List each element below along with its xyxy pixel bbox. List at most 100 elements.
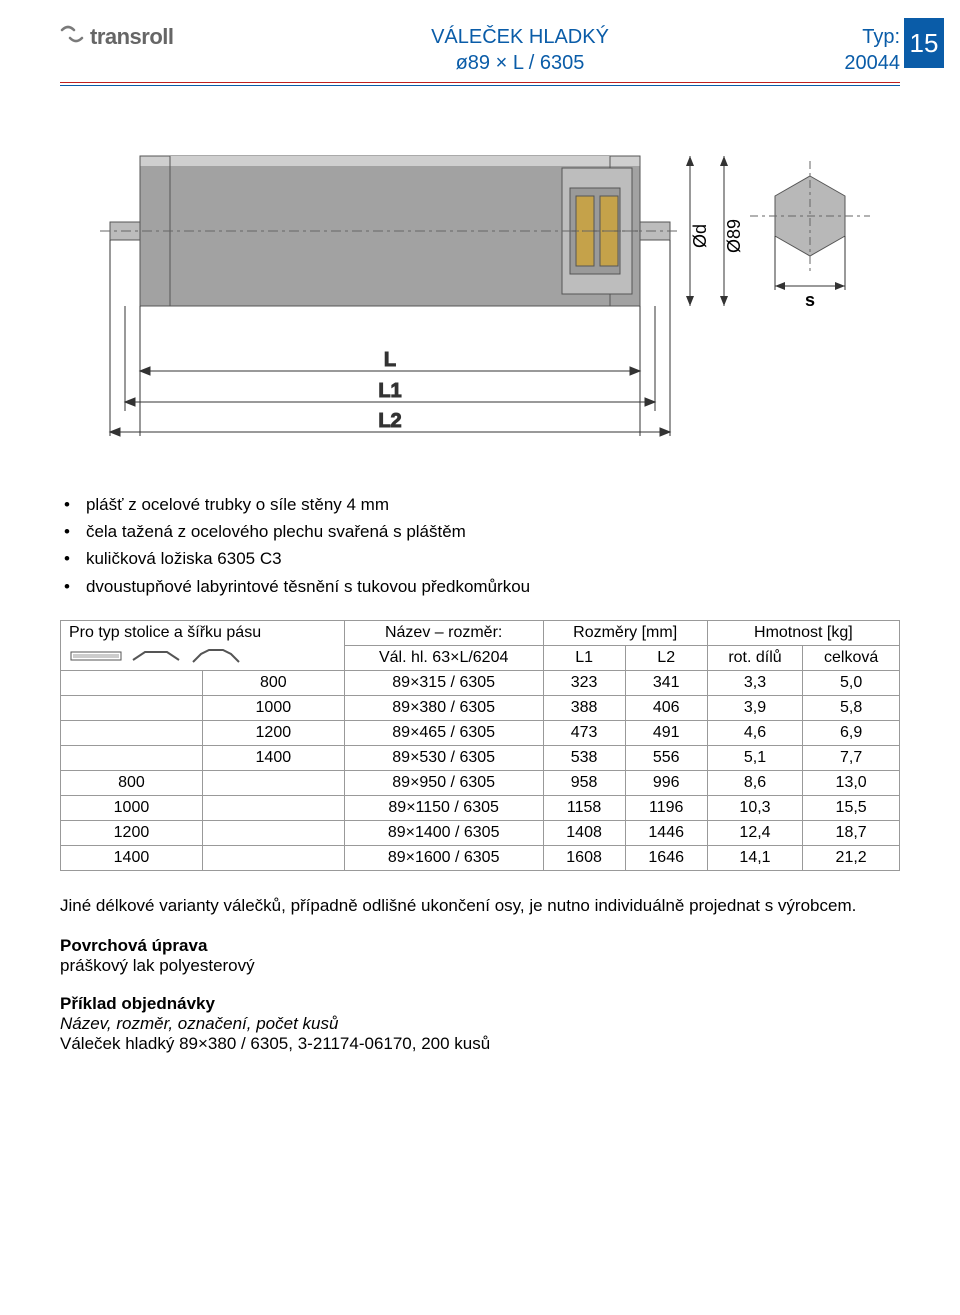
bullet-item: dvoustupňové labyrintové těsnění s tukov…	[64, 573, 900, 600]
typ-value: 20044	[780, 50, 900, 76]
table-cell: 7,7	[803, 745, 900, 770]
table-cell: 8,6	[707, 770, 802, 795]
table-cell	[61, 695, 203, 720]
table-cell	[61, 720, 203, 745]
table-cell: 13,0	[803, 770, 900, 795]
typ-label: Typ:	[780, 24, 900, 50]
table-cell: 15,5	[803, 795, 900, 820]
table-cell: 1408	[543, 820, 625, 845]
surface-body: práškový lak polyesterový	[60, 956, 900, 976]
divider-red	[60, 82, 900, 83]
table-cell: 89×950 / 6305	[344, 770, 543, 795]
table-cell: 89×380 / 6305	[344, 695, 543, 720]
order-italic: Název, rozměr, označení, počet kusů	[60, 1014, 900, 1034]
dim-L2-label: L2	[378, 410, 401, 432]
logo: transroll	[60, 24, 260, 50]
table-row: 1200 89×1400 / 63051408144612,418,7	[61, 820, 900, 845]
table-cell: 89×1150 / 6305	[344, 795, 543, 820]
table-cell: 3,3	[707, 670, 802, 695]
table-cell	[202, 845, 344, 870]
dim-L-label: L	[384, 349, 396, 371]
table-cell: 89×1600 / 6305	[344, 845, 543, 870]
th-l2: L2	[625, 645, 707, 670]
table-cell: 3,9	[707, 695, 802, 720]
table-cell: 556	[625, 745, 707, 770]
table-cell: 1200	[61, 820, 203, 845]
divider-blue	[60, 85, 900, 86]
table-cell: 800	[202, 670, 344, 695]
table-cell: 491	[625, 720, 707, 745]
page: transroll VÁLEČEK HLADKÝ ø89 × L / 6305 …	[0, 0, 960, 1112]
table-cell: 4,6	[707, 720, 802, 745]
bullet-item: plášť z ocelové trubky o síle stěny 4 mm	[64, 491, 900, 518]
table-row: 100089×380 / 63053884063,95,8	[61, 695, 900, 720]
surface-title: Povrchová úprava	[60, 936, 900, 956]
table-cell: 406	[625, 695, 707, 720]
bullet-item: čela tažená z ocelového plechu svařená s…	[64, 518, 900, 545]
table-cell: 89×530 / 6305	[344, 745, 543, 770]
order-example: Váleček hladký 89×380 / 6305, 3-21174-06…	[60, 1034, 900, 1054]
table-cell	[202, 795, 344, 820]
table-cell: 1200	[202, 720, 344, 745]
bullet-item: kuličková ložiska 6305 C3	[64, 545, 900, 572]
table-cell: 6,9	[803, 720, 900, 745]
table-cell: 5,1	[707, 745, 802, 770]
th-mass: Hmotnost [kg]	[707, 620, 899, 645]
table-cell	[61, 745, 203, 770]
table-cell: 12,4	[707, 820, 802, 845]
table-cell: 5,0	[803, 670, 900, 695]
th-dims: Rozměry [mm]	[543, 620, 707, 645]
table-row: 80089×950 / 63059589968,613,0	[61, 770, 900, 795]
header: transroll VÁLEČEK HLADKÝ ø89 × L / 6305 …	[60, 24, 900, 82]
table-cell: 1196	[625, 795, 707, 820]
th-stolice-text: Pro typ stolice a šířku pásu	[69, 624, 336, 642]
table-row: 140089×530 / 63055385565,17,7	[61, 745, 900, 770]
table-cell	[61, 670, 203, 695]
note-text: Jiné délkové varianty válečků, případně …	[60, 893, 900, 919]
title-block: VÁLEČEK HLADKÝ ø89 × L / 6305	[260, 24, 780, 76]
order-title: Příklad objednávky	[60, 994, 900, 1014]
table-cell: 800	[61, 770, 203, 795]
table-cell: 1608	[543, 845, 625, 870]
table-cell: 1000	[61, 795, 203, 820]
table-cell	[202, 820, 344, 845]
table-cell: 473	[543, 720, 625, 745]
logo-icon	[60, 24, 84, 50]
table-cell: 18,7	[803, 820, 900, 845]
belt-icons	[69, 646, 336, 664]
table-cell	[202, 770, 344, 795]
table-cell: 538	[543, 745, 625, 770]
dim-s-label: s	[805, 290, 815, 310]
table-row: 120089×465 / 63054734914,66,9	[61, 720, 900, 745]
th-stolice: Pro typ stolice a šířku pásu	[61, 620, 345, 670]
dim-d-label: Ød	[690, 224, 710, 248]
table-row: 140089×1600 / 63051608164614,121,2	[61, 845, 900, 870]
table-cell: 1400	[61, 845, 203, 870]
dim-L1-label: L1	[378, 380, 401, 402]
table-cell: 5,8	[803, 695, 900, 720]
data-table: Pro typ stolice a šířku pásu Název – roz…	[60, 620, 900, 871]
table-cell: 996	[625, 770, 707, 795]
table-cell: 21,2	[803, 845, 900, 870]
title-line1: VÁLEČEK HLADKÝ	[260, 24, 780, 50]
th-name-line1: Název – rozměr:	[344, 620, 543, 645]
table-cell: 89×1400 / 6305	[344, 820, 543, 845]
table-cell: 89×315 / 6305	[344, 670, 543, 695]
table-cell: 1446	[625, 820, 707, 845]
table-row: 1000 89×1150 / 63051158119610,315,5	[61, 795, 900, 820]
table-cell: 1158	[543, 795, 625, 820]
table-cell: 10,3	[707, 795, 802, 820]
technical-drawing: Ød Ø89 s	[60, 116, 900, 461]
th-rot: rot. dílů	[707, 645, 802, 670]
table-cell: 14,1	[707, 845, 802, 870]
table-row: 80089×315 / 63053233413,35,0	[61, 670, 900, 695]
table-cell: 1400	[202, 745, 344, 770]
th-l1: L1	[543, 645, 625, 670]
table-cell: 341	[625, 670, 707, 695]
table-cell: 1000	[202, 695, 344, 720]
title-line2: ø89 × L / 6305	[260, 50, 780, 76]
table-body: 80089×315 / 63053233413,35,0100089×380 /…	[61, 670, 900, 870]
table-cell: 323	[543, 670, 625, 695]
th-name-line2: Vál. hl. 63×L/6204	[344, 645, 543, 670]
typ-block: Typ: 20044	[780, 24, 900, 76]
